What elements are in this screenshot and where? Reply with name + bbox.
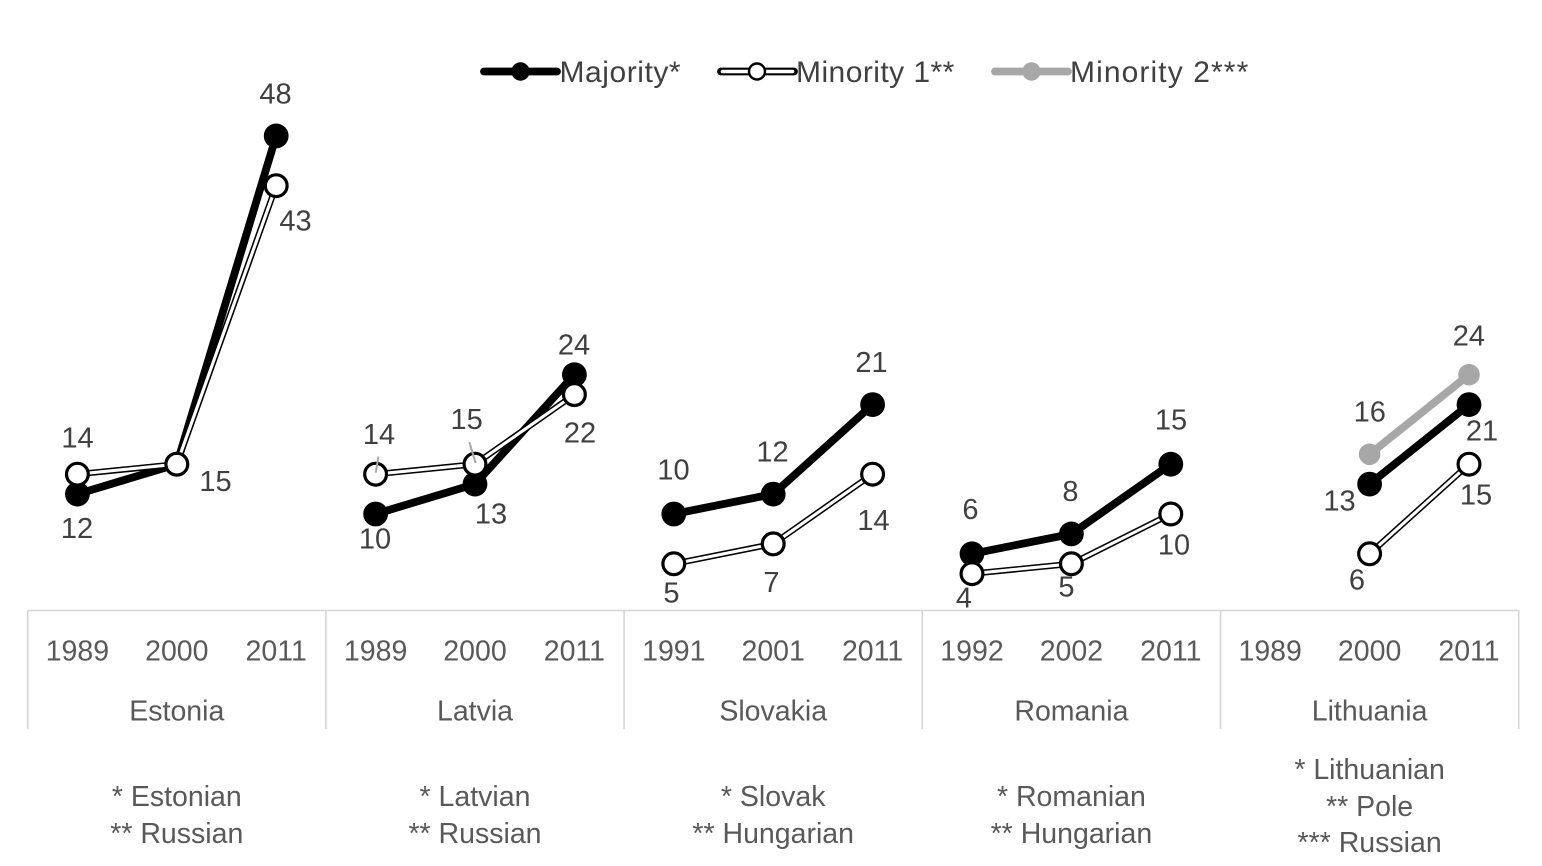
svg-text:2011: 2011	[842, 636, 903, 668]
svg-text:24: 24	[558, 330, 590, 362]
svg-text:Minority 2***: Minority 2***	[1070, 56, 1249, 89]
svg-text:13: 13	[475, 499, 507, 531]
svg-text:14: 14	[61, 423, 93, 455]
svg-text:6: 6	[1349, 565, 1365, 597]
svg-text:2011: 2011	[1140, 636, 1201, 668]
svg-text:10: 10	[359, 524, 391, 556]
svg-text:2000: 2000	[443, 636, 506, 668]
svg-text:** Pole: ** Pole	[1326, 791, 1413, 823]
svg-text:12: 12	[756, 437, 788, 469]
svg-text:43: 43	[279, 206, 311, 238]
svg-text:1989: 1989	[46, 636, 109, 668]
svg-text:* Romanian: * Romanian	[997, 781, 1146, 813]
svg-text:5: 5	[663, 578, 679, 610]
svg-text:Slovakia: Slovakia	[719, 696, 827, 728]
svg-text:* Lithuanian: * Lithuanian	[1294, 754, 1445, 786]
svg-text:16: 16	[1354, 397, 1386, 429]
svg-text:15: 15	[1460, 480, 1492, 512]
svg-text:5: 5	[1058, 572, 1074, 604]
svg-text:21: 21	[855, 347, 887, 379]
svg-text:15: 15	[1155, 405, 1187, 437]
svg-text:2011: 2011	[246, 636, 307, 668]
svg-text:14: 14	[857, 505, 889, 537]
svg-text:1992: 1992	[940, 636, 1003, 668]
svg-text:4: 4	[956, 583, 972, 615]
svg-text:48: 48	[259, 79, 291, 111]
svg-text:6: 6	[962, 494, 978, 526]
svg-text:2002: 2002	[1040, 636, 1103, 668]
svg-text:10: 10	[1158, 530, 1190, 562]
svg-text:24: 24	[1453, 321, 1485, 353]
svg-text:13: 13	[1323, 486, 1355, 518]
svg-text:2011: 2011	[544, 636, 605, 668]
svg-text:1989: 1989	[1238, 636, 1301, 668]
svg-text:Estonia: Estonia	[129, 696, 224, 728]
svg-text:1989: 1989	[344, 636, 407, 668]
svg-text:Minority 1**: Minority 1**	[796, 56, 955, 89]
svg-text:15: 15	[450, 404, 482, 436]
svg-text:** Russian: ** Russian	[110, 818, 243, 850]
svg-text:10: 10	[657, 455, 689, 487]
svg-text:2000: 2000	[1338, 636, 1401, 668]
svg-text:* Slovak: * Slovak	[721, 781, 826, 813]
svg-text:12: 12	[61, 513, 93, 545]
svg-text:14: 14	[363, 419, 395, 451]
svg-text:* Estonian: * Estonian	[112, 781, 242, 813]
svg-text:2011: 2011	[1438, 636, 1499, 668]
svg-text:Lithuania: Lithuania	[1312, 696, 1428, 728]
svg-text:Majority*: Majority*	[560, 56, 682, 89]
svg-text:Romania: Romania	[1014, 696, 1128, 728]
svg-text:2001: 2001	[741, 636, 804, 668]
svg-text:* Latvian: * Latvian	[420, 781, 531, 813]
svg-text:** Russian: ** Russian	[408, 818, 541, 850]
svg-text:2000: 2000	[145, 636, 208, 668]
svg-text:1991: 1991	[642, 636, 705, 668]
svg-text:22: 22	[564, 418, 596, 450]
svg-text:7: 7	[763, 567, 779, 599]
svg-text:Latvia: Latvia	[437, 696, 513, 728]
svg-text:15: 15	[199, 466, 231, 498]
svg-text:21: 21	[1466, 416, 1498, 448]
svg-text:*** Russian: *** Russian	[1298, 827, 1442, 859]
svg-text:** Hungarian: ** Hungarian	[991, 818, 1153, 850]
svg-text:** Hungarian: ** Hungarian	[692, 818, 854, 850]
svg-text:8: 8	[1062, 476, 1078, 508]
